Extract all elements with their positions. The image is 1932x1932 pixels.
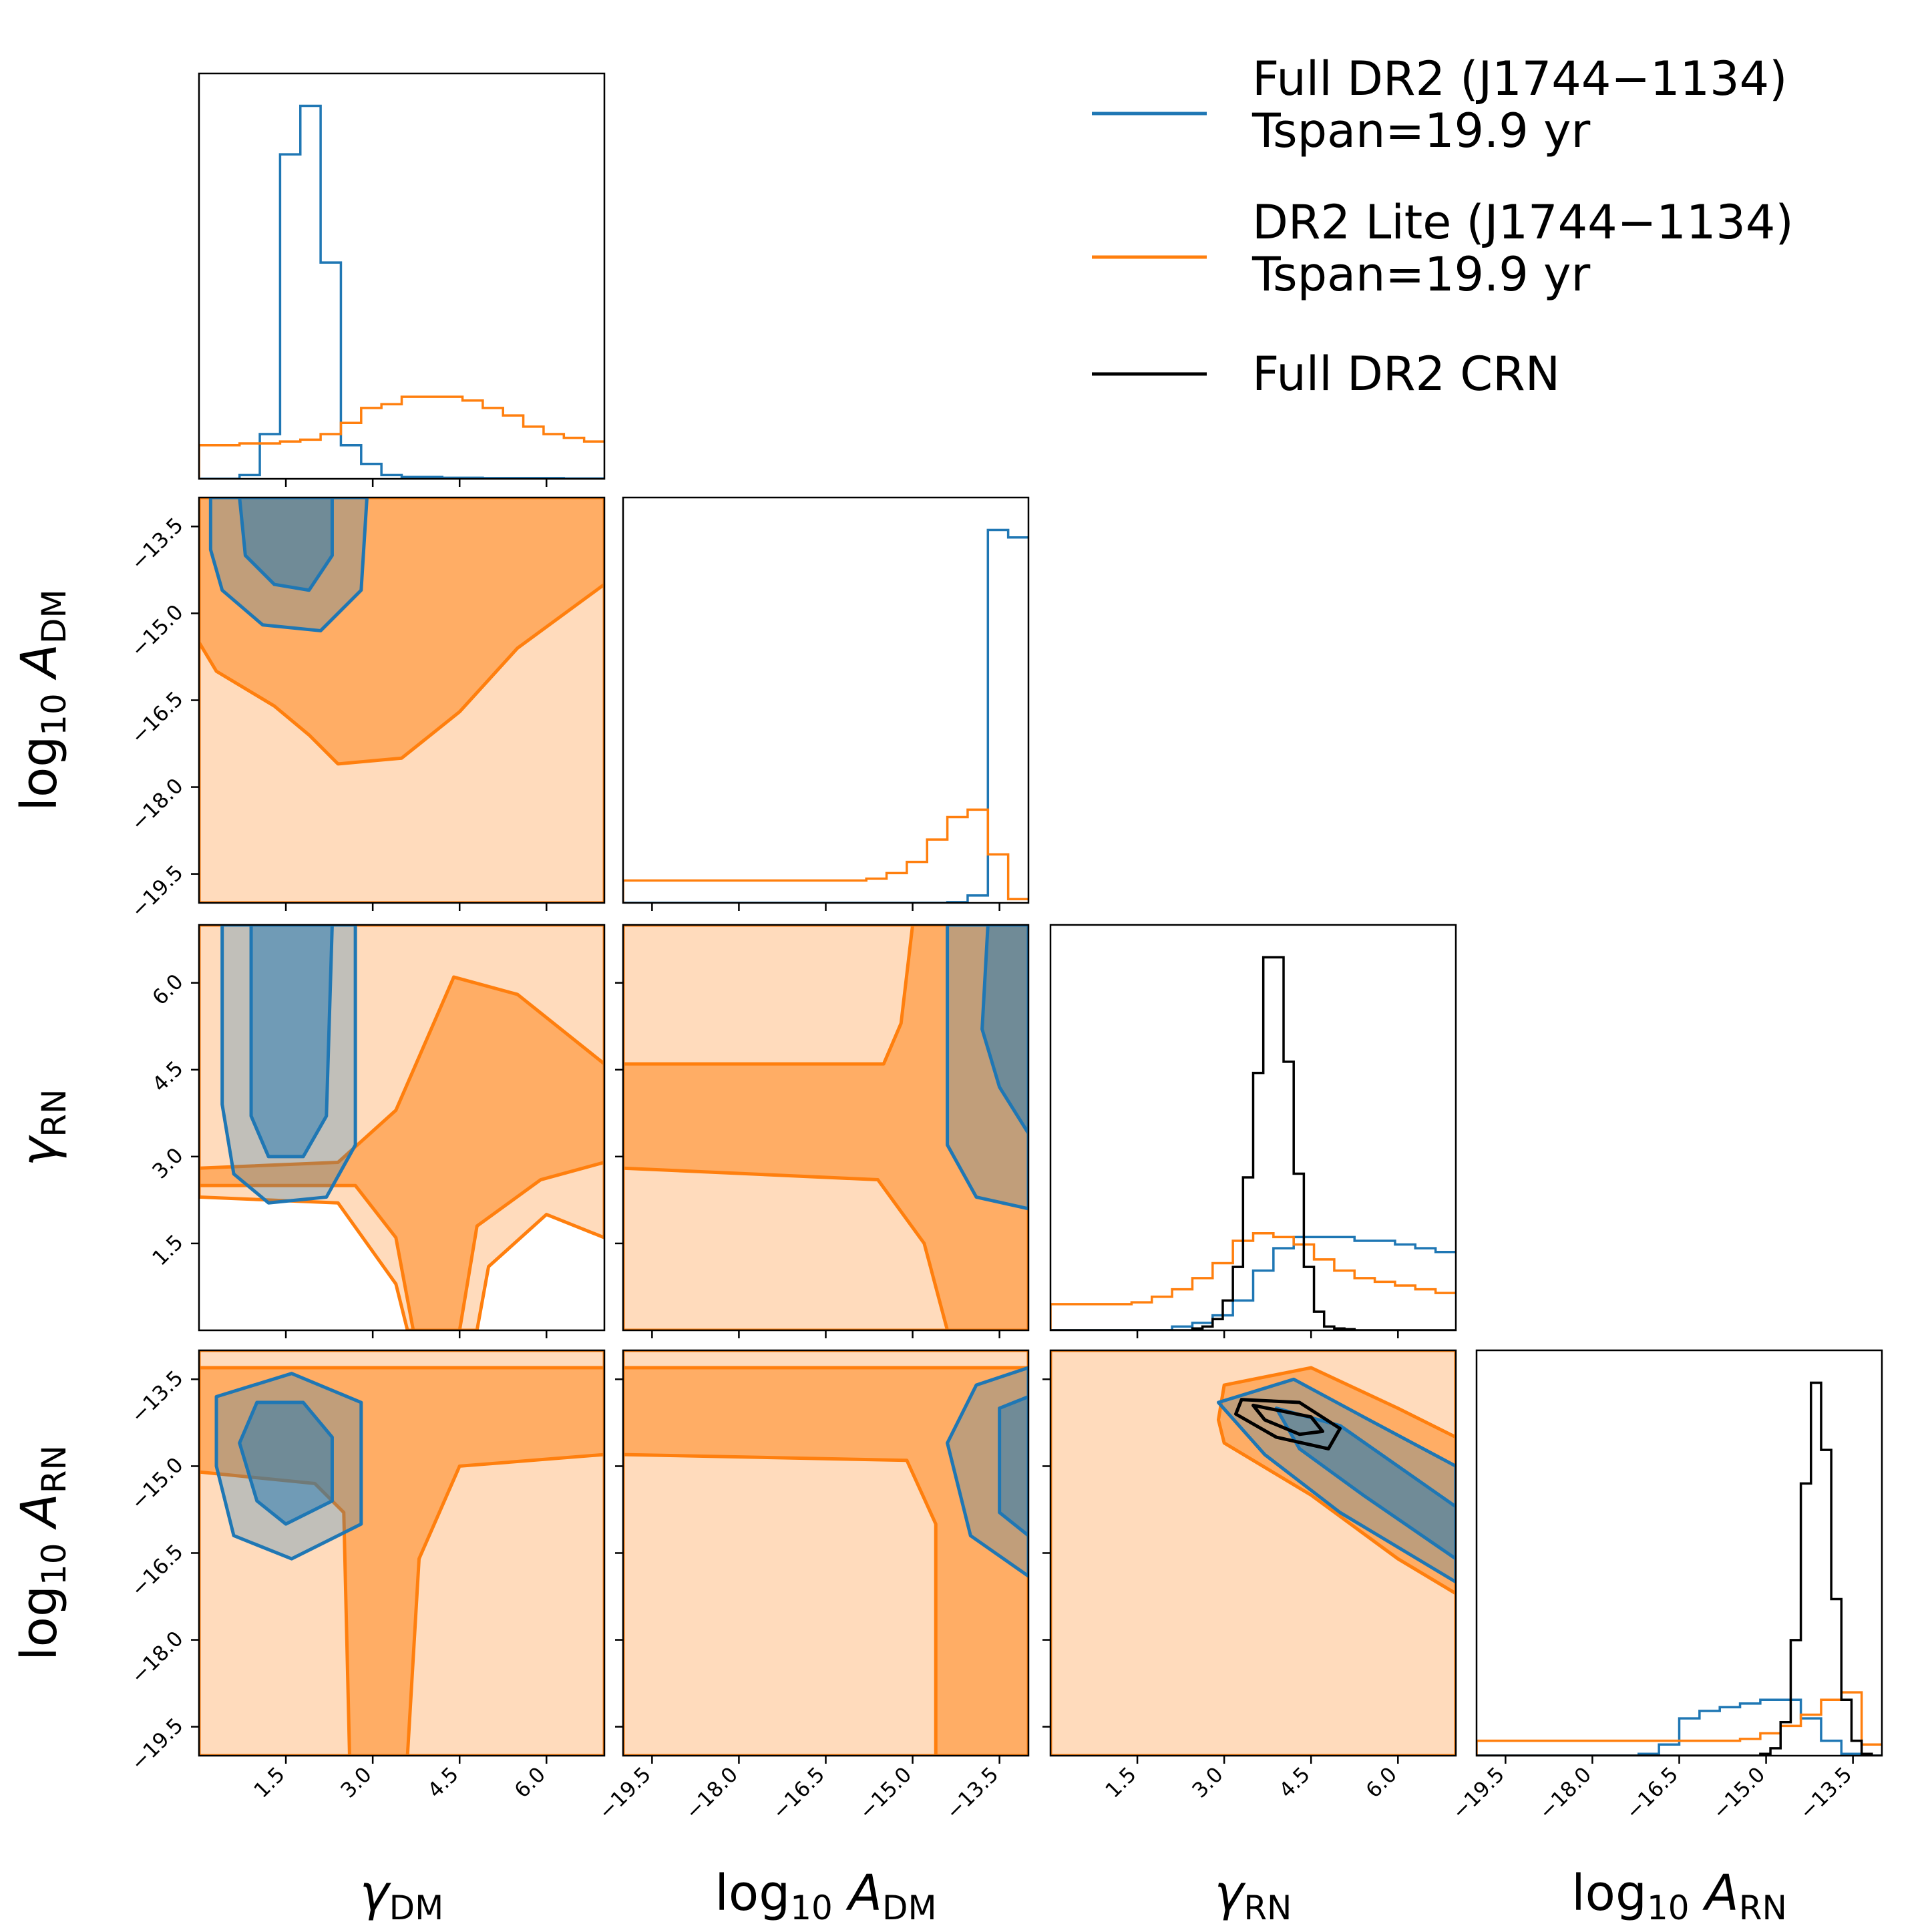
y-tick-label: −15.0 — [126, 600, 188, 662]
panel-3-1: −19.5 −18.0 −16.5 −15.0 −13.5 — [594, 1349, 1030, 1824]
y-tick-label: −18.0 — [126, 1627, 188, 1689]
legend-label: Full DR2 (J1744−1134) — [1252, 51, 1787, 106]
legend-entry-2: Full DR2 CRN — [1092, 347, 1560, 401]
histogram-dr2-1 — [623, 808, 1028, 903]
panel-frame-2-0 — [198, 924, 606, 1332]
x-tick-label: −15.0 — [1708, 1762, 1770, 1824]
x-axis-label-2: γRN — [1215, 1865, 1292, 1927]
panel-frame-2-2 — [1049, 924, 1457, 1332]
x-tick-label: 4.5 — [1275, 1762, 1315, 1802]
contour-full-level-1-1 — [980, 925, 1028, 1135]
histogram-full-2 — [1050, 956, 1456, 1330]
x-tick-label: −13.5 — [1795, 1762, 1857, 1824]
histogram-full-2 — [1477, 1381, 1882, 1756]
legend-label: Full DR2 CRN — [1252, 347, 1560, 401]
contour-full-level-2-1 — [1216, 1377, 1456, 1584]
contour-full-level-1-1 — [238, 498, 334, 592]
contour-dr2-level-1-0 — [623, 925, 1028, 1330]
x-axis-label-0: γDM — [360, 1865, 443, 1927]
histogram-full-0 — [623, 528, 1028, 903]
x-tick-label: −15.0 — [855, 1762, 917, 1824]
panel-2-1 — [615, 924, 1030, 1338]
x-tick-label: 1.5 — [249, 1762, 289, 1802]
y-tick-label: −19.5 — [126, 1714, 188, 1776]
legend-entry-1: DR2 Lite (J1744−1134)Tspan=19.9 yr — [1092, 195, 1794, 302]
x-tick-label: −16.5 — [768, 1762, 830, 1824]
y-tick-label: 6.0 — [148, 970, 188, 1010]
panel-3-2: 1.5 3.0 4.5 6.0 — [1042, 1349, 1457, 1803]
panel-1-0: −19.5 −18.0 −16.5 −15.0 −13.5 — [126, 496, 606, 923]
panels: −19.5−18.0−16.5−15.0−13.51.53.04.56.01.5… — [126, 72, 1883, 1824]
legend-sublabel: Tspan=19.9 yr — [1251, 104, 1591, 158]
panel-1-1 — [622, 496, 1030, 911]
y-tick-label: 4.5 — [148, 1056, 188, 1097]
y-tick-label: −13.5 — [126, 514, 188, 576]
histogram-dr2-1 — [1050, 1232, 1456, 1330]
histogram-dr2-1 — [199, 395, 604, 479]
y-tick-label: 3.0 — [148, 1143, 188, 1183]
panel-frame-0-0 — [198, 72, 606, 480]
x-tick-label: 3.0 — [1187, 1762, 1227, 1802]
x-tick-label: −18.0 — [681, 1762, 743, 1824]
histogram-full-0 — [1050, 1235, 1456, 1330]
contour-full-level-1-1 — [249, 925, 334, 1159]
x-tick-label: −19.5 — [1447, 1762, 1509, 1824]
panel-3-0: 1.5 3.0 4.5 6.0 −19.5 −18.0 −16.5 −15.0 −13.5 — [126, 1349, 606, 1803]
contour-crn-level-2-2 — [1233, 1398, 1342, 1451]
panel-0-0 — [198, 72, 606, 487]
y-tick-label: −19.5 — [126, 861, 188, 923]
panel-2-0: 1.5 3.0 4.5 6.0 — [148, 924, 606, 1338]
panel-3-3: −19.5 −18.0 −16.5 −15.0 −13.5 — [1447, 1349, 1883, 1824]
contour-full-level-1-1 — [238, 1400, 334, 1526]
legend-label: DR2 Lite (J1744−1134) — [1252, 195, 1794, 250]
y-tick-label: 1.5 — [148, 1230, 188, 1270]
histogram-dr2-1 — [1477, 1691, 1882, 1756]
y-tick-label: −16.5 — [126, 1540, 188, 1602]
panel-frame-1-1 — [622, 496, 1030, 904]
y-tick-label: −18.0 — [126, 774, 188, 836]
y-axis-label-3: log10 ARN — [11, 1445, 73, 1661]
contour-dr2-level-1-0 — [623, 1366, 1028, 1756]
y-tick-label: −15.0 — [126, 1453, 188, 1515]
axis-labels: γDM log10 ADM log10 ADM γRN γRN log10 ARN log1… — [11, 589, 1787, 1927]
x-tick-label: 3.0 — [336, 1762, 376, 1802]
x-axis-label-3: log10 ARN — [1571, 1865, 1787, 1927]
contour-full-level-1-1 — [998, 1394, 1028, 1537]
x-tick-label: −16.5 — [1621, 1762, 1684, 1824]
x-tick-label: −19.5 — [594, 1762, 656, 1824]
y-tick-label: −13.5 — [126, 1366, 188, 1428]
contour-crn-level-1-2 — [1251, 1403, 1325, 1436]
x-tick-label: −13.5 — [942, 1762, 1004, 1824]
histogram-full-0 — [1477, 1698, 1882, 1756]
x-tick-label: 6.0 — [1362, 1762, 1402, 1802]
legend-entry-0: Full DR2 (J1744−1134)Tspan=19.9 yr — [1092, 51, 1787, 158]
y-axis-label-1: log10 ADM — [11, 589, 73, 811]
y-axis-label-2: γRN — [11, 1089, 73, 1167]
x-tick-label: 6.0 — [510, 1762, 550, 1802]
panel-2-2 — [1049, 924, 1457, 1338]
x-tick-label: 4.5 — [423, 1762, 463, 1802]
x-axis-label-1: log10 ADM — [715, 1865, 936, 1927]
x-tick-label: −18.0 — [1534, 1762, 1596, 1824]
legend-sublabel: Tspan=19.9 yr — [1251, 247, 1591, 302]
contour-dr2-level-1-0 — [199, 975, 604, 1330]
x-tick-label: 1.5 — [1101, 1762, 1141, 1802]
y-tick-label: −16.5 — [126, 687, 188, 749]
histogram-full-0 — [199, 104, 604, 479]
